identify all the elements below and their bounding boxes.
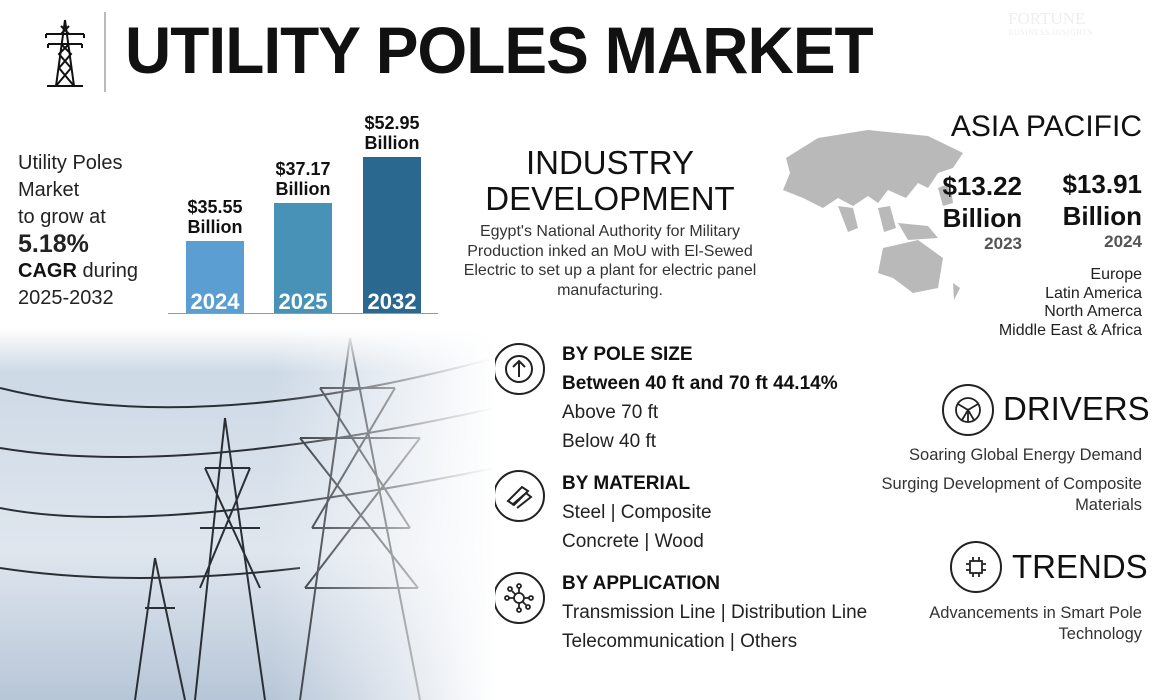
transmission-towers-photo [0,328,495,700]
smart-chip-icon [950,541,1002,593]
asia-pacific-map [783,130,963,300]
arrow-up-circle-icon [493,343,545,395]
bar-category-label: 2025 [278,289,328,314]
bar-2024: 2024 [186,241,244,313]
region-title: ASIA PACIFIC [950,110,1142,143]
market-growth-summary: Utility Poles Market to grow at 5.18% CAGR… [18,152,139,309]
globe-network-icon [942,384,994,436]
segment-application: BY APPLICATION Transmission Line | Distri… [562,573,868,652]
market-size-bar-chart: 2024 $35.55 Billion 2025 $37.17 Billion 2032 $5… [168,100,438,313]
industry-development-text: Egypt's National Authority for Military … [463,223,757,299]
fortune-logo-watermark: FORTUNE BUSINESS INSIGHTS [1008,9,1093,37]
transmission-tower-icon [45,19,85,87]
segment-material: BY MATERIAL Steel | Composite Concrete | W… [562,473,712,552]
page-title: UTILITY POLES MARKET [125,13,874,87]
bar-value-label: $52.95 Billion [364,113,420,153]
trends-title: TRENDS [1012,548,1148,585]
network-hub-icon [493,572,545,624]
bar-category-label: 2032 [367,289,417,314]
bar-value-label: $37.17 Billion [275,159,331,199]
region-value-2023: $13.22 Billion 2023 [942,171,1022,253]
bar-2032: 2032 [363,157,421,313]
bar-2025: 2025 [274,203,332,313]
bar-category-label: 2024 [190,289,240,314]
other-regions-list: Europe Latin America North Amerca Middle Ea… [998,266,1142,339]
driver-item: Soaring Global Energy Demand [909,446,1142,464]
header-divider [104,12,106,92]
bar-value-label: $35.55 Billion [187,197,243,237]
segment-pole-size: BY POLE SIZE Between 40 ft and 70 ft 44.1… [562,344,838,452]
chart-baseline [168,313,438,314]
region-value-2024: $13.91 Billion 2024 [1062,169,1142,251]
driver-item: Surging Development of Composite Materia… [881,475,1142,514]
drivers-title: DRIVERS [1003,390,1150,427]
trend-item: Advancements in Smart Pole Technology [929,604,1142,643]
industry-development-title: INDUSTRY DEVELOPMENT [485,144,735,217]
cagr-value: 5.18% [18,230,89,258]
steel-beams-icon [493,470,545,522]
